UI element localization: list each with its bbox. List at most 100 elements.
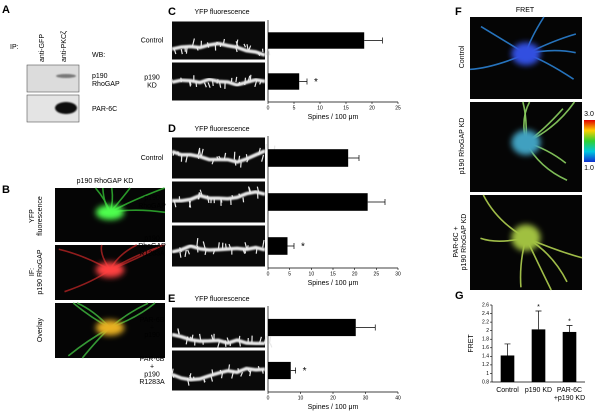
bar [500,355,515,382]
shaft [171,244,266,254]
spine [202,241,206,249]
panel-letter: D [168,123,176,135]
soma [95,262,125,278]
y-tick-label: 2.6 [482,302,489,308]
bar [268,32,365,49]
row-label: Overlay [37,317,44,342]
x-tick-label: 15 [330,271,336,277]
spine [243,43,247,48]
shaft [171,332,265,346]
x-tick-label: p190 KD [525,387,552,394]
spine [269,343,273,348]
y-tick-label: 1.6 [482,345,489,351]
category-label: PAR-6B + p190 R1283A [139,356,165,386]
error-bar [290,367,296,374]
significance: * [568,318,571,325]
panel-letter: F [455,6,462,18]
bar [268,193,368,211]
panel-letter: E [168,293,175,305]
significance: * [301,242,305,253]
x-axis-label: Spines / 100 μm [308,114,359,121]
image-title: YFP fluorescence [194,9,249,16]
panel-letter: A [2,4,10,16]
dendrite [171,38,271,57]
row-label: YFPfluorescence [29,196,44,236]
row-label: p190 RhoGAP KD [459,118,466,175]
spine [184,249,187,257]
blot-band [55,102,77,114]
panel-letter: G [455,290,464,302]
y-tick-label: 1.8 [482,337,489,343]
x-tick-label: PAR-6C +p190 KD [554,387,585,402]
panel-title: p190 RhoGAP KD [77,178,134,185]
error-bar [364,37,383,44]
spine [203,378,206,383]
x-tick-label: 10 [317,105,323,111]
error-bar [367,199,386,205]
bar [268,149,349,167]
row-label: IF:p190 RhoGAP [29,249,44,294]
x-tick-label: Control [496,387,519,394]
x-tick-label: 15 [343,105,349,111]
blot-label: PAR-6C [92,106,117,113]
y-axis-label: FRET [468,334,475,353]
shaft [171,41,266,57]
spine [240,372,244,377]
micrograph [172,181,265,223]
lane-label: anti-PKCζ [61,31,68,62]
spine [261,154,265,162]
micrograph [172,21,265,60]
colorbar [584,120,595,162]
shaft [172,190,266,203]
panel-title: FRET [516,7,535,14]
significance: * [537,304,540,311]
significance: * [314,77,318,88]
row-label: Control [459,45,466,68]
x-tick-label: 10 [309,271,315,277]
x-tick-label: 30 [363,395,369,401]
x-tick-label: 5 [288,271,291,277]
category-label: p190 RhoGAP [138,195,166,210]
error-bar [566,325,573,332]
y-tick-label: 2.2 [482,319,489,325]
spine [262,239,265,248]
bar [562,331,577,382]
soma [95,320,125,336]
bar [531,329,546,382]
soma [511,42,541,66]
y-tick-label: 1.2 [482,362,489,368]
blot-label: p190 RhoGAP [92,73,120,88]
spine [268,336,272,344]
spine [188,200,191,208]
x-tick-label: 0 [267,271,270,277]
shaft [171,149,266,164]
x-tick-label: 10 [298,395,304,401]
y-tick-label: 0.8 [482,379,489,385]
spine [200,148,204,157]
image-title: YFP fluorescence [194,126,249,133]
dendrite [171,144,276,168]
blot [26,64,80,93]
spine [203,82,207,88]
spine [196,237,199,247]
soma [511,224,541,252]
bar [268,318,356,337]
category-label: PAR-6B + p190 [140,317,165,339]
x-axis-label: Spines / 100 μm [308,280,359,287]
error-bar [299,78,308,85]
x-tick-label: 20 [330,395,336,401]
shaft [171,366,266,382]
spine [267,49,271,56]
colorbar-label: 1.0 [584,165,594,172]
image-title: YFP fluorescence [194,296,249,303]
shaft [171,77,266,87]
category-label: p190 RhoGAP R1283A [138,235,166,257]
x-axis-label: Spines / 100 μm [308,404,359,411]
bar [268,237,288,255]
dendrite [171,328,273,348]
bar [268,361,291,380]
spine [264,144,267,151]
x-tick-label: 40 [395,395,401,401]
spine [235,76,238,83]
x-tick-label: 25 [374,271,380,277]
